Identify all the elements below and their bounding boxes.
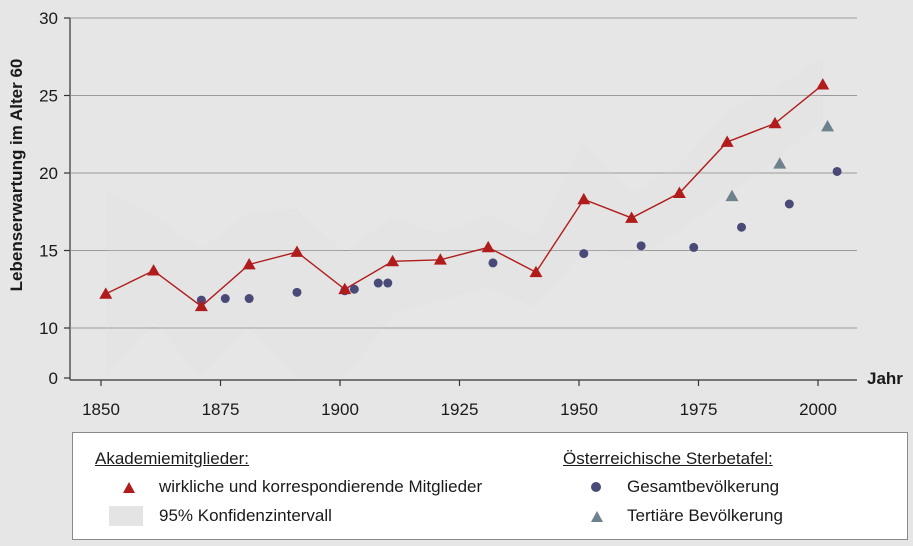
member-point bbox=[481, 240, 495, 253]
x-tick-label: 1875 bbox=[202, 400, 240, 419]
grey-triangle-icon bbox=[591, 510, 603, 522]
general-population-point bbox=[689, 242, 699, 252]
tertiary-population-point bbox=[725, 189, 739, 202]
member-point bbox=[338, 282, 352, 295]
member-point bbox=[433, 253, 447, 265]
member-point bbox=[99, 287, 113, 299]
x-tick-label: 1975 bbox=[680, 400, 718, 419]
x-tick-label: 1850 bbox=[82, 400, 120, 419]
member-point bbox=[290, 245, 304, 257]
legend-label-tertiary: Tertiäre Bevölkerung bbox=[627, 506, 783, 525]
life-expectancy-chart: 0 10 15 20 25 30 1850 1875 1900 1925 1950 1975 2000 J… bbox=[7, 9, 903, 419]
legend-item-tertiary: Tertiäre Bevölkerung bbox=[587, 506, 783, 526]
member-point bbox=[625, 211, 639, 223]
general-population-point bbox=[220, 294, 230, 304]
tertiary-population-point bbox=[773, 157, 787, 169]
x-tick-label: 1925 bbox=[441, 400, 479, 419]
legend-label-members: wirkliche und korrespondierende Mitglied… bbox=[159, 477, 483, 496]
general-population-point bbox=[292, 287, 302, 297]
member-point bbox=[147, 264, 161, 276]
members-line bbox=[105, 84, 824, 308]
member-point bbox=[672, 186, 686, 199]
general-population-point bbox=[383, 278, 393, 288]
legend-heading-members: Akademiemitglieder: bbox=[95, 449, 250, 468]
dot-icon bbox=[591, 482, 601, 492]
member-point bbox=[577, 192, 591, 205]
legend: Akademiemitglieder: Österreichische Ster… bbox=[72, 432, 908, 540]
confidence-band bbox=[105, 56, 823, 378]
member-point bbox=[720, 135, 734, 147]
member-point bbox=[194, 299, 208, 312]
legend-item-band: 95% Konfidenzintervall bbox=[109, 506, 332, 526]
legend-item-general: Gesamtbevölkerung bbox=[587, 477, 779, 497]
tertiary-population-point bbox=[821, 120, 835, 132]
general-population-point bbox=[488, 258, 498, 268]
general-population-point bbox=[636, 241, 646, 251]
general-population-point bbox=[784, 199, 794, 209]
y-axis-title: Lebenserwartung im Alter 60 bbox=[7, 59, 26, 292]
y-tick-label: 0 bbox=[49, 369, 58, 388]
y-tick-label: 25 bbox=[39, 87, 58, 106]
general-population-point bbox=[373, 278, 383, 288]
general-population-point bbox=[244, 294, 254, 304]
y-tick-label: 10 bbox=[39, 319, 58, 338]
member-point bbox=[529, 265, 543, 278]
x-tick-label: 1900 bbox=[321, 400, 359, 419]
legend-label-general: Gesamtbevölkerung bbox=[627, 477, 780, 496]
y-tick-label: 15 bbox=[39, 242, 58, 261]
chart-area: 0 10 15 20 25 30 1850 1875 1900 1925 1950 1975 2000 J… bbox=[7, 9, 903, 419]
member-point bbox=[242, 257, 256, 270]
general-population-point bbox=[737, 222, 747, 232]
member-point bbox=[816, 78, 830, 90]
member-point bbox=[386, 254, 400, 267]
x-axis-title: Jahr bbox=[867, 369, 903, 388]
legend-item-members: wirkliche und korrespondierende Mitglied… bbox=[119, 477, 482, 497]
y-tick-label: 20 bbox=[39, 164, 58, 183]
x-tick-label: 1950 bbox=[560, 400, 598, 419]
red-triangle-icon bbox=[123, 481, 135, 493]
member-point bbox=[768, 116, 782, 129]
legend-heading-mortality-table: Österreichische Sterbetafel: bbox=[563, 449, 773, 468]
general-population-point bbox=[579, 249, 589, 259]
general-population-point bbox=[832, 166, 842, 176]
legend-label-band: 95% Konfidenzintervall bbox=[159, 506, 332, 525]
y-tick-label: 30 bbox=[39, 9, 58, 28]
general-population-point bbox=[349, 284, 359, 294]
x-tick-label: 2000 bbox=[799, 400, 837, 419]
confidence-band-swatch bbox=[109, 506, 143, 526]
